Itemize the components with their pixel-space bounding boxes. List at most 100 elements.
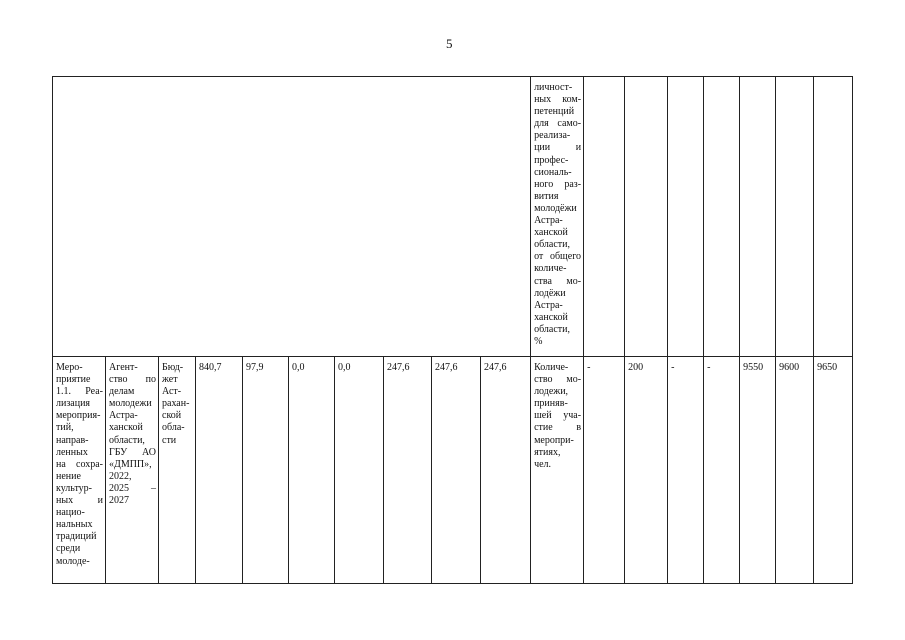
cell-line: рахан- (162, 398, 190, 410)
table-cell: 0,0 (288, 356, 335, 584)
cell-line: % (534, 335, 543, 347)
cell-line: области, (109, 434, 145, 446)
table-row: Меро-приятие 1.1. Реа-лизация мероприя-тий… (52, 356, 854, 584)
cell-line: нальных (56, 519, 93, 531)
cell-line: ленных (56, 446, 88, 458)
cell-line: 9550 (743, 362, 764, 373)
empty-cell (703, 76, 741, 357)
cell-line: сиональ- (534, 166, 572, 178)
cell-line: ных и (56, 495, 103, 507)
cell-line: 0,0 (338, 362, 351, 373)
table-cell: - (583, 356, 626, 584)
cell-line: жет (162, 374, 178, 386)
cell-line: культур- (56, 482, 93, 494)
cell-line: 0,0 (292, 362, 305, 373)
cell-line: 9650 (817, 362, 838, 373)
cell-line: 200 (628, 362, 644, 373)
cell-line: ство мо- (534, 374, 582, 386)
cell-line: - (671, 362, 675, 373)
table-cell: Меро-приятие 1.1. Реа-лизация мероприя-тий… (52, 356, 106, 584)
cell-line: количе- (534, 263, 567, 275)
cell-line: ханской (534, 227, 568, 239)
cell-line: области, (534, 239, 570, 251)
cell-line: меропри- (534, 434, 574, 446)
empty-cell (624, 76, 669, 357)
cell-line: ГБУ АО (109, 446, 156, 458)
cell-line: ных ком- (534, 94, 582, 106)
cell-line: мероприя- (56, 410, 101, 422)
cell-line: молодёжи (534, 202, 577, 214)
cell-line: направ- (56, 434, 89, 446)
cell-line: Бюд- (162, 362, 184, 373)
empty-cell (813, 76, 854, 357)
cell-line: 247,6 (484, 362, 507, 373)
cell-line: лодежи, (534, 386, 569, 398)
cell-line: ятиях, (534, 446, 561, 458)
cell-line: Астра- (534, 215, 563, 227)
table-cell: - (703, 356, 741, 584)
cell-line: 247,6 (387, 362, 410, 373)
cell-line: нацио- (56, 507, 85, 519)
cell-line: среди (56, 543, 81, 555)
table-cell: 9550 (739, 356, 777, 584)
cell-line: шей уча- (534, 410, 582, 422)
cell-line: ство по (109, 374, 156, 386)
empty-cell (667, 76, 705, 357)
page-number: 5 (446, 36, 453, 51)
cell-line: - (707, 362, 711, 373)
cell-line: от общего (534, 251, 582, 263)
cell-line: Агент- (109, 362, 138, 373)
table-cell: 97,9 (242, 356, 289, 584)
table-cell: 200 (624, 356, 669, 584)
table-cell: 247,6 (431, 356, 481, 584)
table-cell: 0,0 (334, 356, 384, 584)
table-cell: 9600 (775, 356, 815, 584)
table-cell: Количе-ство мо-лодежи, приняв-шей уча-сти… (530, 356, 585, 584)
cell-line: нение (56, 470, 81, 482)
cell-line: Количе- (534, 362, 569, 373)
empty-cell (775, 76, 815, 357)
cell-line: молодежи (109, 398, 152, 410)
cell-line: сти (162, 434, 177, 446)
cell-line: Меро- (56, 362, 83, 373)
cell-line: тий, (56, 422, 74, 434)
cell-line: Астра- (109, 410, 138, 422)
cell-line: - (587, 362, 591, 373)
cell-line: ханской (109, 422, 143, 434)
cell-line: 1.1. Реа- (56, 386, 103, 398)
cell-line: ханской (534, 311, 568, 323)
cell-line: 2025 – (109, 482, 156, 494)
empty-cell (583, 76, 626, 357)
cell-line: приятие (56, 374, 91, 386)
cell-line: области, (534, 323, 570, 335)
cell-line: 247,6 (435, 362, 458, 373)
table-cell: - (667, 356, 705, 584)
cell-line: 2022, (109, 470, 132, 482)
cell-line: приняв- (534, 398, 568, 410)
cell-line: молоде- (56, 555, 90, 567)
cell-line: 840,7 (199, 362, 222, 373)
cell-line: «ДМПП», (109, 458, 152, 470)
empty-cell (739, 76, 777, 357)
table-cell: личност-ных ком-петенций для само-реализа… (530, 76, 585, 357)
cell-line: традиций (56, 531, 97, 543)
cell-line: ской (162, 410, 182, 422)
cell-line: ного раз- (534, 178, 582, 190)
table-cell: 247,6 (383, 356, 432, 584)
empty-cell (51, 76, 532, 357)
cell-line: ции и (534, 142, 582, 154)
cell-line: профес- (534, 154, 569, 166)
cell-line: петенций (534, 106, 575, 118)
cell-line: 97,9 (246, 362, 264, 373)
cell-line: обла- (162, 422, 185, 434)
cell-line: делам (109, 386, 135, 398)
cell-line: ства мо- (534, 275, 582, 287)
cell-line: лизация (56, 398, 91, 410)
table-cell: Агент-ство по делам молодежи Астра-ханской о… (105, 356, 159, 584)
cell-line: вития (534, 190, 559, 202)
cell-line: на сохра- (56, 458, 103, 470)
cell-line: 2027 (109, 495, 129, 507)
cell-line: для само- (534, 118, 582, 130)
cell-line: личност- (534, 82, 573, 93)
